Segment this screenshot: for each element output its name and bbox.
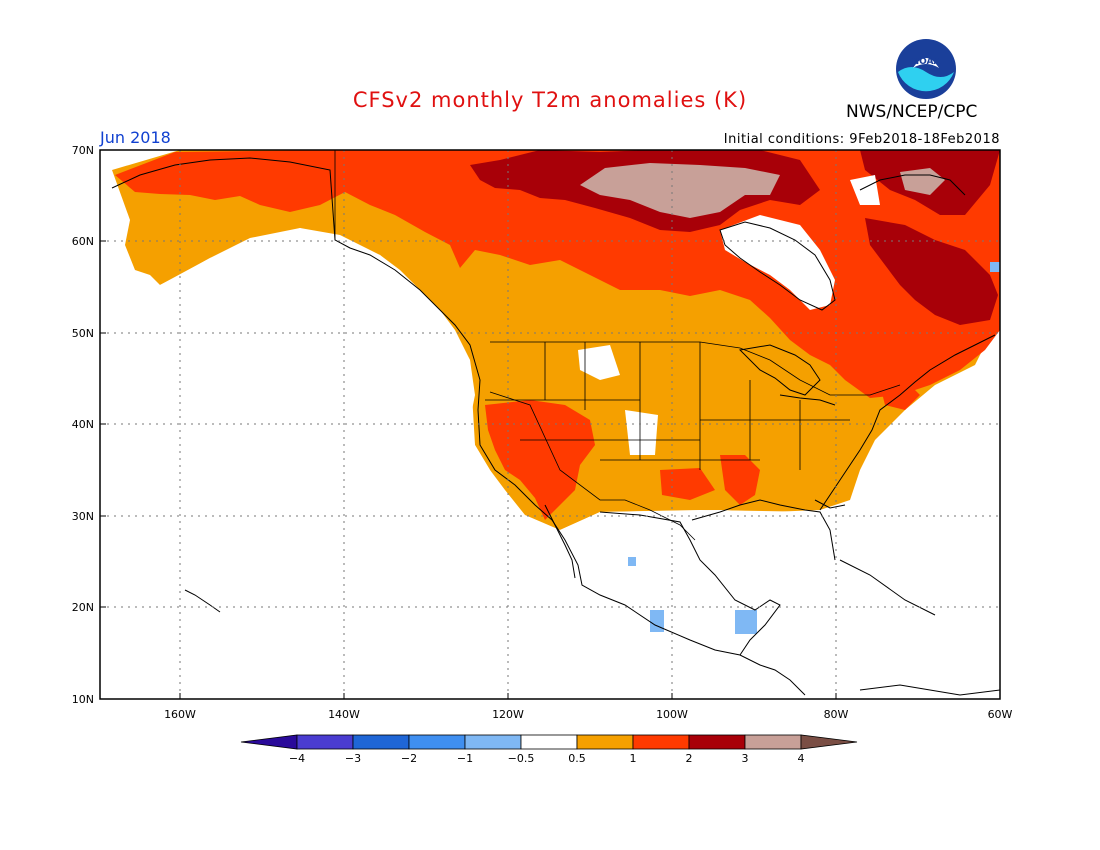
lat-label-30n: 30N	[72, 510, 94, 523]
graticule	[100, 150, 1000, 699]
anomaly-region-tan-peak	[580, 163, 780, 218]
colorbar-label: 4	[798, 752, 805, 765]
colorbar-swatch	[296, 734, 354, 750]
cool-spot-guatemala	[735, 610, 757, 634]
anomaly-region-red-orange	[115, 150, 1000, 398]
cool-spot-labrador	[990, 262, 1000, 272]
cool-spot-baja	[628, 557, 636, 566]
map-title: CFSv2 monthly T2m anomalies (K)	[352, 88, 748, 112]
lat-label-10n: 10N	[72, 693, 94, 706]
colorbar-swatch	[576, 734, 634, 750]
anomaly-fields	[100, 150, 1000, 699]
lon-label-100w: 100W	[656, 708, 688, 721]
anomaly-region-red-orange-texas	[660, 468, 715, 500]
agency-label: NWS/NCEP/CPC	[846, 102, 978, 122]
colorbar-label: 2	[686, 752, 693, 765]
colorbar-swatch	[632, 734, 690, 750]
initial-conditions-label: Initial conditions: 9Feb2018-18Feb2018	[723, 132, 1000, 147]
valid-month-label: Jun 2018	[100, 128, 171, 147]
axis-ticks	[100, 149, 1001, 700]
colorbar-label: −0.5	[508, 752, 535, 765]
colorbar-arrow-low	[240, 734, 298, 750]
colorbar-label: 1	[630, 752, 637, 765]
cool-spot-mexico-south	[650, 610, 664, 632]
colorbar-label: −2	[401, 752, 417, 765]
borders	[334, 150, 901, 541]
baffin-gap	[850, 175, 880, 205]
colorbar-label: 3	[742, 752, 749, 765]
coastlines	[111, 157, 1000, 696]
svg-text:NOAA: NOAA	[912, 57, 941, 67]
lon-label-80w: 80W	[824, 708, 849, 721]
colorbar-swatch	[352, 734, 410, 750]
lon-label-120w: 120W	[492, 708, 524, 721]
anomaly-region-dark-red-quebec	[865, 218, 998, 325]
colorbar-label: 0.5	[568, 752, 586, 765]
great-plains-gap	[578, 345, 620, 380]
colorbar-swatch	[744, 734, 802, 750]
colorbar-label: −1	[457, 752, 473, 765]
lat-label-60n: 60N	[72, 235, 94, 248]
colorbar-swatch	[408, 734, 466, 750]
lat-label-40n: 40N	[72, 418, 94, 431]
colorbar-swatch	[520, 734, 578, 750]
lon-label-60w: 60W	[988, 708, 1013, 721]
noaa-logo: NOAA	[895, 38, 957, 100]
colorbar-label: −3	[345, 752, 361, 765]
lat-label-70n: 70N	[72, 144, 94, 157]
colorbar-label: −4	[289, 752, 305, 765]
colorbar-swatch	[688, 734, 746, 750]
anomaly-region-red-orange-southeast	[720, 455, 760, 505]
lat-label-20n: 20N	[72, 601, 94, 614]
pacific-white	[100, 228, 520, 530]
colorbar-arrow-high	[800, 734, 858, 750]
mexico-white	[100, 495, 1000, 699]
colorbar: −4 −3 −2 −1 −0.5 0.5 1 2 3 4	[240, 734, 858, 765]
colorbar-swatch	[464, 734, 522, 750]
lat-label-50n: 50N	[72, 327, 94, 340]
hudson-bay-gap	[720, 215, 835, 310]
lon-label-160w: 160W	[164, 708, 196, 721]
anomaly-region-red-orange-southwest	[485, 400, 595, 520]
lon-label-140w: 140W	[328, 708, 360, 721]
plains-gap-2	[625, 410, 658, 455]
